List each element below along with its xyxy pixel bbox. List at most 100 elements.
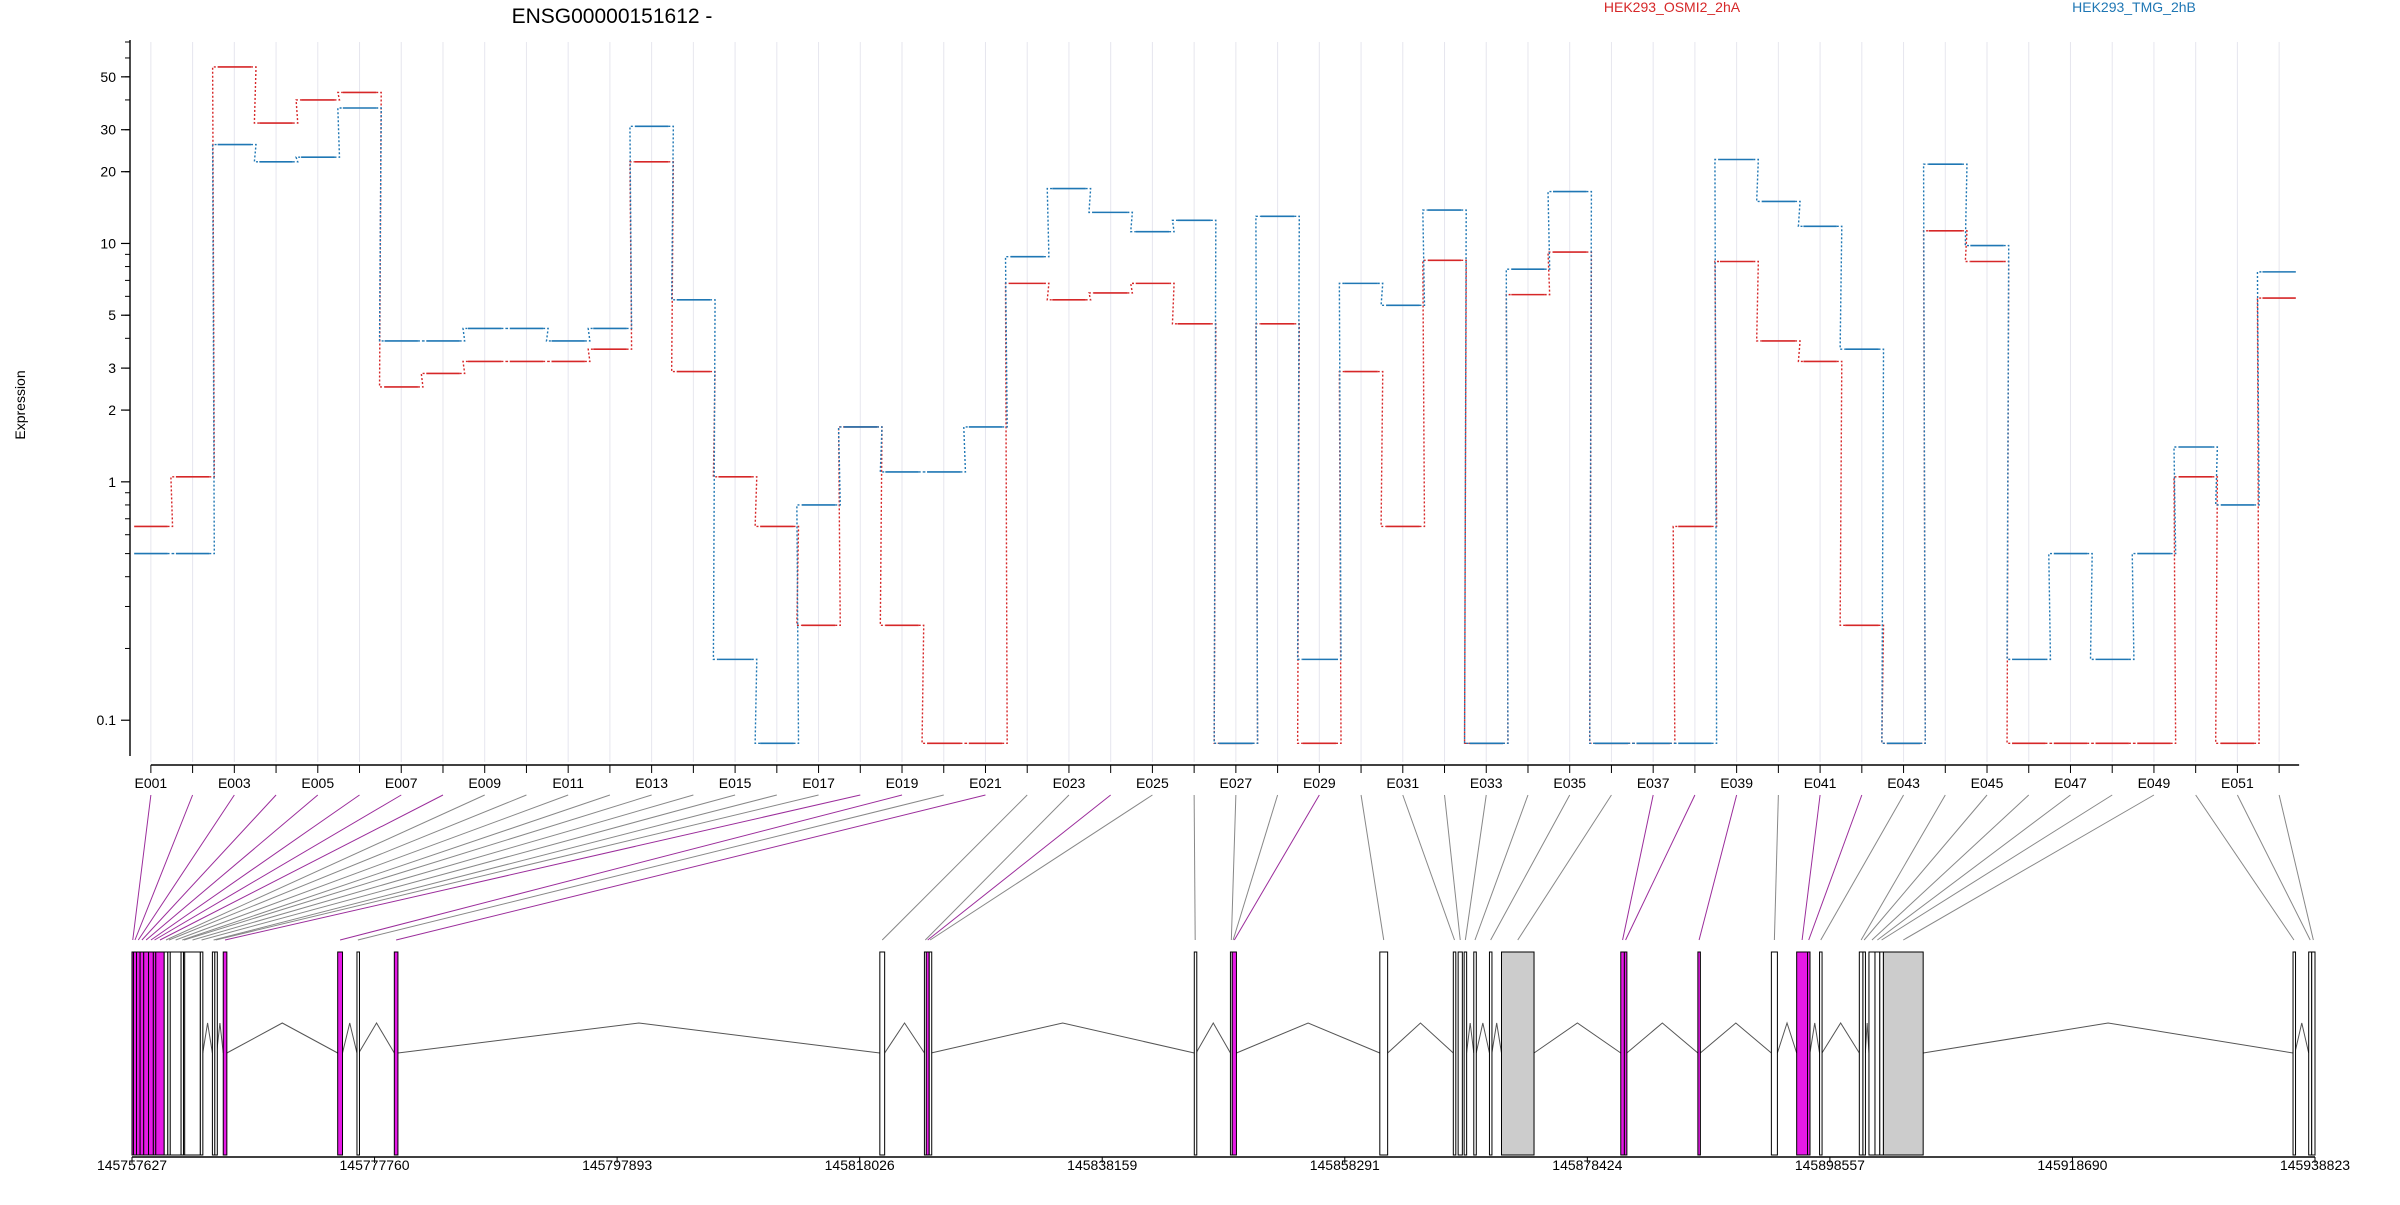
exon-link-E040: [1773, 794, 1779, 941]
connector: [835, 426, 844, 506]
intron-line: [1387, 1022, 1454, 1054]
intron-line: [1475, 1022, 1490, 1054]
exon-link-E009: [165, 794, 485, 941]
connector: [793, 504, 802, 745]
connector: [334, 91, 343, 101]
x-tick-label: E015: [719, 775, 752, 791]
exon-box-E006: [148, 951, 154, 1156]
connector: [1002, 282, 1011, 745]
exon-box-E047: [1874, 951, 1881, 1156]
connector: [1043, 282, 1053, 301]
x-tick-label: E033: [1470, 775, 1503, 791]
exon-box-E009: [163, 951, 169, 1156]
connector: [1419, 259, 1428, 528]
connector: [2212, 446, 2221, 506]
exon-link-E013: [183, 794, 652, 941]
connector: [2003, 244, 2013, 661]
gene-model: 145757627 145777760 145797893 145818026 1458…: [97, 951, 2350, 1173]
connector: [459, 327, 469, 342]
x-tick-label: E011: [552, 775, 584, 791]
exon-box-E038: [1623, 951, 1628, 1156]
connector: [1920, 163, 1929, 745]
intron-line: [1626, 1022, 1699, 1054]
exon-box-E020: [356, 951, 360, 1156]
intron-line: [1923, 1022, 2294, 1054]
connector: [1085, 292, 1094, 301]
x-tick-label: E019: [886, 775, 919, 791]
intron-line: [884, 1022, 925, 1054]
y-tick-label: 10: [100, 235, 116, 251]
exon-box-E049: [1882, 951, 1924, 1156]
exon-link-E020: [357, 794, 944, 941]
intron-line: [342, 1022, 358, 1054]
x-tick-label: E049: [2138, 775, 2171, 791]
exon-box-E031: [1452, 951, 1457, 1156]
connector: [1753, 158, 1762, 203]
exon-box-E045: [1862, 951, 1866, 1156]
exon-link-E027: [1230, 794, 1237, 941]
connector: [1669, 525, 1679, 745]
y-axis-label: Expression: [12, 370, 28, 439]
connector: [334, 107, 343, 158]
intron-line: [1533, 1022, 1622, 1054]
x-tick-label: E035: [1553, 775, 1586, 791]
coordinate-label: 145838159: [1067, 1157, 1137, 1173]
exon-link-E050: [2195, 794, 2295, 941]
exon-box-E046: [1868, 951, 1876, 1156]
x-tick-label: E005: [301, 775, 334, 791]
intron-line: [1491, 1022, 1502, 1054]
exon-box-E042: [1807, 951, 1811, 1156]
exon-link-E032: [1444, 794, 1461, 941]
x-tick-label: E029: [1303, 775, 1336, 791]
connector: [876, 426, 886, 627]
exon-link-E007: [154, 794, 402, 941]
exon-link-E018: [224, 794, 861, 941]
intron-line: [930, 1022, 1195, 1054]
exon-link-E049: [1903, 794, 2155, 941]
intron-line: [1821, 1022, 1860, 1054]
connector: [1711, 260, 1720, 528]
coordinate-label: 145858291: [1310, 1157, 1380, 1173]
exon-box-E036: [1501, 951, 1535, 1156]
connector: [1795, 340, 1804, 363]
exon-link-E028: [1232, 794, 1279, 941]
exon-link-E010: [168, 794, 527, 941]
exon-link-E008: [159, 794, 444, 941]
connector: [751, 476, 761, 528]
exon-box-E033: [1463, 951, 1468, 1156]
intron-line: [226, 1022, 338, 1054]
intron-line: [1236, 1022, 1381, 1054]
connector: [1753, 260, 1762, 342]
exon-link-E025: [929, 794, 1153, 941]
exon-link-E001: [132, 794, 152, 941]
connector: [167, 476, 176, 528]
connector: [209, 143, 218, 555]
connector: [1795, 200, 1804, 228]
exon-box-E017: [214, 951, 218, 1156]
x-tick-label: E047: [2054, 775, 2087, 791]
exon-link-E036: [1517, 794, 1612, 941]
coordinate-label: 145797893: [582, 1157, 652, 1173]
connector: [1043, 187, 1053, 258]
coordinate-label: 145878424: [1552, 1157, 1622, 1173]
connector: [1836, 225, 1846, 350]
connector: [1336, 282, 1345, 661]
intron-line: [1864, 1022, 1870, 1054]
coordinate-label: 145757627: [97, 1157, 167, 1173]
exon-link-E016: [213, 794, 777, 941]
exon-link-E038: [1625, 794, 1696, 941]
connector: [1836, 360, 1846, 627]
connector: [1085, 187, 1094, 214]
exon-link-E005: [145, 794, 319, 941]
intron-line: [397, 1022, 880, 1054]
legend-entry-series-2: HEK293_TMG_2hB: [2072, 0, 2196, 15]
exon-box-E050: [2292, 951, 2297, 1156]
connector: [2128, 552, 2138, 661]
exon-link-E011: [175, 794, 569, 941]
exon-link-E052: [2278, 794, 2314, 941]
connector: [2045, 552, 2054, 661]
connector: [292, 156, 302, 163]
connector: [1461, 209, 1470, 745]
intron-line: [1699, 1022, 1772, 1054]
connector: [1377, 282, 1387, 307]
